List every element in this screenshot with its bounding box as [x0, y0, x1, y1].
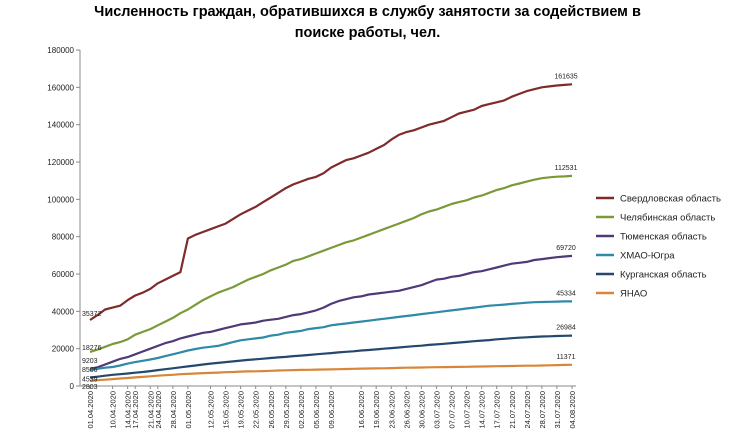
- series-line: [89, 174, 573, 353]
- x-tick-label: 04.08.2020: [568, 391, 577, 429]
- start-value-label: 2803: [82, 384, 98, 391]
- end-value-label: 45334: [556, 290, 576, 297]
- x-tick-label: 22.05.2020: [252, 391, 261, 429]
- chart-title-line-2: поиске работы, чел.: [294, 25, 441, 41]
- y-tick-label: 0: [70, 382, 75, 391]
- start-value-label: 18276: [82, 345, 102, 352]
- end-value-label: 69720: [556, 245, 576, 252]
- x-tick-label: 19.05.2020: [237, 391, 246, 429]
- x-tick-label: 15.05.2020: [222, 391, 231, 429]
- end-value-label: 11371: [557, 354, 576, 361]
- x-tick-label: 28.07.2020: [538, 391, 547, 429]
- chart-title: Численность граждан, обратившихся в служ…: [0, 2, 735, 44]
- x-tick-label: 17.04.2020: [131, 391, 140, 429]
- legend: Свердловская область Челябинская область Т…: [596, 194, 721, 300]
- x-tick-label: 19.06.2020: [372, 391, 381, 429]
- x-tick-label: 14.04.2020: [124, 391, 133, 429]
- x-axis-ticks: 01.04.2020 10.04.2020 14.04.202017.04.2020…: [86, 386, 577, 429]
- y-tick-label: 100000: [47, 195, 74, 204]
- x-tick-label: 10.04.2020: [109, 391, 118, 429]
- y-tick-label: 160000: [47, 83, 74, 92]
- legend-label: Свердловская область: [620, 194, 721, 205]
- start-value-label: 9203: [82, 358, 98, 365]
- x-tick-label: 26.06.2020: [402, 391, 411, 429]
- x-tick-label: 23.06.2020: [387, 391, 396, 429]
- series-line: [89, 254, 573, 370]
- x-tick-label: 01.05.2020: [184, 391, 193, 429]
- end-value-label: 26984: [556, 325, 576, 332]
- x-tick-label: 02.06.2020: [297, 391, 306, 429]
- x-tick-label: 10.07.2020: [463, 391, 472, 429]
- start-value-label: 4539: [82, 377, 98, 384]
- y-axis-ticks: 0 20000 40000 60000 80000 100000 120000 140000 1…: [47, 46, 80, 391]
- y-tick-label: 40000: [52, 307, 75, 316]
- x-tick-label: 16.06.2020: [357, 391, 366, 429]
- series-lines: [89, 83, 573, 382]
- y-tick-label: 80000: [52, 233, 75, 242]
- series-line: [89, 300, 572, 372]
- legend-label: ХМАО-Югра: [620, 251, 675, 262]
- end-value-label: 112531: [555, 165, 578, 172]
- x-tick-label: 30.06.2020: [417, 391, 426, 429]
- legend-label: ЯНАО: [620, 289, 647, 300]
- y-tick-label: 20000: [52, 345, 75, 354]
- x-tick-label: 01.04.2020: [86, 391, 95, 429]
- series-line: [89, 363, 573, 382]
- end-value-label: 161635: [554, 73, 577, 80]
- data-labels: 35372 161635 18276 112531 9203 69720 8506 45334…: [82, 73, 578, 390]
- start-value-label: 35372: [82, 311, 102, 318]
- chart-title-line-1: Численность граждан, обратившихся в служ…: [94, 4, 641, 20]
- x-tick-label: 24.04.2020: [154, 391, 163, 429]
- series-line: [89, 83, 573, 321]
- x-tick-label: 03.07.2020: [432, 391, 441, 429]
- x-tick-label: 21.07.2020: [508, 391, 517, 429]
- x-tick-label: 31.07.2020: [553, 391, 562, 429]
- x-tick-label: 09.06.2020: [327, 391, 336, 429]
- x-tick-label: 28.04.2020: [169, 391, 178, 429]
- series-line: [89, 334, 573, 379]
- y-tick-label: 140000: [47, 121, 74, 130]
- x-tick-label: 26.05.2020: [267, 391, 276, 429]
- x-tick-label: 05.06.2020: [312, 391, 321, 429]
- y-tick-label: 60000: [52, 270, 75, 279]
- legend-label: Курганская область: [620, 270, 707, 281]
- x-tick-label: 12.05.2020: [207, 391, 216, 429]
- legend-label: Челябинская область: [620, 213, 715, 224]
- x-tick-label: 29.05.2020: [282, 391, 291, 429]
- y-tick-label: 180000: [47, 46, 74, 55]
- y-tick-label: 120000: [47, 158, 74, 167]
- x-tick-label: 24.07.2020: [523, 391, 532, 429]
- legend-label: Тюменская область: [620, 232, 707, 243]
- x-tick-label: 07.07.2020: [448, 391, 457, 429]
- x-tick-label: 17.07.2020: [493, 391, 502, 429]
- x-tick-label: 21.04.2020: [146, 391, 155, 429]
- axes: [79, 50, 576, 387]
- x-tick-label: 14.07.2020: [478, 391, 487, 429]
- start-value-label: 8506: [82, 367, 98, 374]
